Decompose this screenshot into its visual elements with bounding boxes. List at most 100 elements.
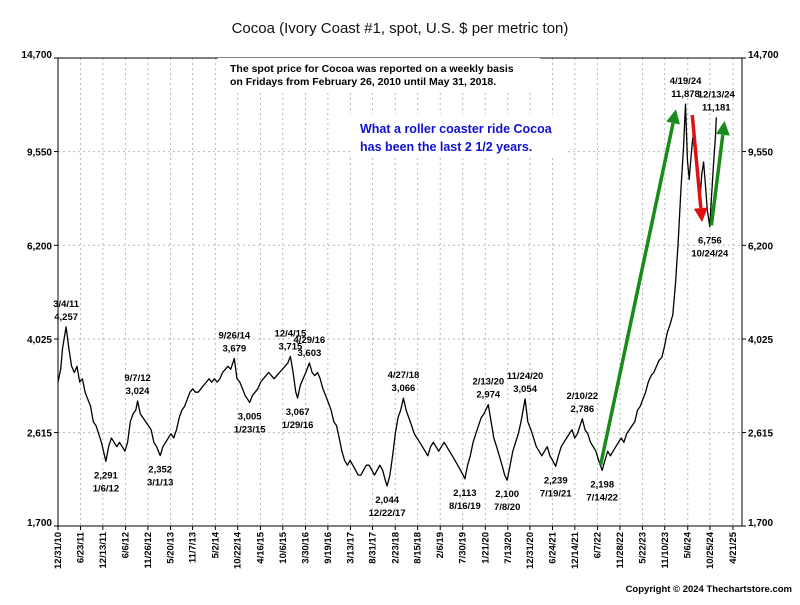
annotation-label: 4/27/18 3,066	[388, 370, 420, 394]
annotation-value: 2,198	[590, 479, 614, 490]
x-tick-label: 6/6/12	[121, 532, 132, 558]
y-tick-label-right: 6,200	[748, 241, 773, 252]
annotation-label: 11/24/20 3,054	[507, 371, 543, 395]
annotation-date: 4/27/18	[388, 370, 420, 381]
note-line-1: The spot price for Cocoa was reported on…	[230, 63, 514, 75]
x-tick-label: 1/21/20	[480, 532, 491, 564]
x-tick-label: 2/6/19	[435, 532, 446, 558]
callout-line-2: has been the last 2 1/2 years.	[360, 140, 532, 154]
arrow-layer	[598, 109, 730, 466]
annotation-value: 11,181	[702, 102, 731, 113]
callout-line-1: What a roller coaster ride Cocoa	[360, 122, 553, 136]
y-tick-label-left: 9,550	[27, 148, 52, 159]
annotation-value: 2,974	[476, 390, 500, 401]
annotation-value: 3,679	[222, 344, 246, 355]
annotation-label: 2,044 12/22/17	[369, 495, 406, 519]
annotation-label: 3,067 1/29/16	[282, 407, 314, 431]
callout-box: What a roller coaster ride Cocoa has bee…	[350, 114, 568, 156]
annotation-label: 2,352 3/1/13	[147, 465, 173, 489]
annotation-label: 9/26/14 3,679	[218, 331, 250, 355]
annotation-label: 6,756 10/24/24	[691, 236, 729, 260]
arrow-shaft	[690, 114, 703, 209]
annotation-value: 2,352	[148, 465, 172, 476]
annotation-label: 2,239 7/19/21	[540, 475, 572, 499]
arrow-shaft	[709, 134, 725, 226]
note-box: The spot price for Cocoa was reported on…	[218, 58, 540, 90]
annotation-value: 3,715	[279, 341, 303, 352]
note-background	[218, 58, 540, 90]
x-tick-label: 5/20/13	[166, 532, 177, 564]
x-tick-label: 12/31/10	[53, 532, 64, 569]
annotation-layer: 3/4/11 4,257 2,291 1/6/12 9/7/12 3,024 2,352 3/…	[53, 76, 735, 519]
annotation-value: 2,113	[453, 488, 476, 499]
annotation-date: 9/26/14	[218, 331, 250, 342]
annotation-value: 3,067	[286, 407, 310, 418]
annotation-value: 3,603	[297, 348, 321, 359]
price-series-line	[57, 103, 717, 487]
annotation-value: 6,756	[698, 236, 722, 247]
x-tick-label: 7/30/19	[458, 532, 469, 564]
annotation-date: 7/8/20	[494, 502, 520, 513]
x-tick-label: 4/16/15	[255, 531, 266, 563]
note-line-2: on Fridays from February 26, 2010 until …	[230, 76, 496, 88]
callout-background	[350, 114, 568, 156]
annotation-date: 11/24/20	[507, 371, 543, 382]
x-tick-label: 5/6/24	[683, 531, 694, 558]
y-tick-label-right: 14,700	[748, 50, 779, 61]
annotation-value: 4,257	[54, 312, 78, 323]
y-axis-right: 1,700 2,615 4,025 6,200 9,550 14,700	[742, 50, 779, 529]
x-tick-label: 12/14/21	[570, 531, 581, 569]
annotation-date: 4/29/16	[294, 335, 326, 346]
x-tick-label: 12/13/11	[98, 531, 109, 568]
x-tick-label: 4/21/25	[728, 531, 739, 563]
x-tick-label: 8/15/18	[413, 532, 424, 564]
annotation-date: 3/1/13	[147, 478, 173, 489]
annotation-label: 3/4/11 4,257	[53, 299, 80, 323]
x-tick-label: 11/28/22	[615, 532, 626, 568]
x-tick-label: 3/30/16	[301, 532, 312, 564]
y-tick-label-right: 1,700	[748, 518, 773, 529]
annotation-label: 2,198 7/14/22	[586, 479, 618, 503]
green-up-arrow	[709, 120, 730, 226]
annotation-value: 11,878	[671, 89, 700, 100]
annotation-label: 2/10/22 2,786	[566, 391, 598, 415]
annotation-date: 7/19/21	[540, 488, 572, 499]
annotation-label: 2,113 8/16/19	[449, 488, 481, 512]
copyright-text: Copyright © 2024 Thechartstore.com	[626, 584, 792, 595]
annotation-date: 12/22/17	[369, 508, 406, 519]
x-tick-label: 6/23/11	[75, 531, 86, 563]
annotation-label: 3,005 1/23/15	[234, 411, 266, 435]
y-tick-label-right: 2,615	[748, 429, 773, 440]
annotation-date: 4/19/24	[670, 76, 702, 87]
x-tick-label: 3/13/17	[345, 532, 356, 564]
annotation-value: 2,044	[375, 495, 399, 506]
annotation-date: 8/16/19	[449, 501, 481, 512]
annotation-label: 2,100 7/8/20	[494, 489, 520, 513]
x-tick-label: 10/6/15	[278, 531, 289, 563]
x-tick-label: 11/7/13	[188, 532, 199, 563]
x-tick-label: 5/2/14	[210, 531, 221, 558]
arrow-shaft	[598, 122, 675, 466]
x-tick-label: 11/10/23	[660, 532, 671, 568]
y-tick-label-right: 4,025	[748, 335, 773, 346]
y-tick-label-left: 2,615	[27, 429, 52, 440]
red-down-arrow	[690, 114, 708, 223]
annotation-date: 12/4/15	[275, 328, 307, 339]
x-tick-label: 5/22/23	[638, 532, 649, 564]
annotation-date: 1/6/12	[93, 483, 119, 494]
x-tick-label: 7/13/20	[503, 532, 514, 564]
annotation-date: 9/7/12	[124, 373, 150, 384]
y-tick-label-left: 4,025	[27, 335, 52, 346]
arrow-head	[693, 207, 708, 223]
annotation-label: 12/13/24 11,181	[698, 89, 736, 113]
annotation-date: 7/14/22	[586, 492, 618, 503]
annotation-date: 1/29/16	[282, 420, 314, 431]
arrow-head	[715, 120, 730, 136]
annotation-label: 4/19/24 11,878	[670, 76, 702, 100]
annotation-date: 10/24/24	[691, 249, 729, 260]
annotation-label: 4/29/16 3,603	[294, 335, 326, 359]
x-tick-label: 10/22/14	[233, 531, 244, 569]
y-tick-label-left: 1,700	[27, 518, 52, 529]
